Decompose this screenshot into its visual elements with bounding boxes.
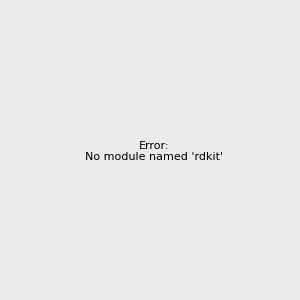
- Text: Error:
No module named 'rdkit': Error: No module named 'rdkit': [85, 141, 223, 162]
